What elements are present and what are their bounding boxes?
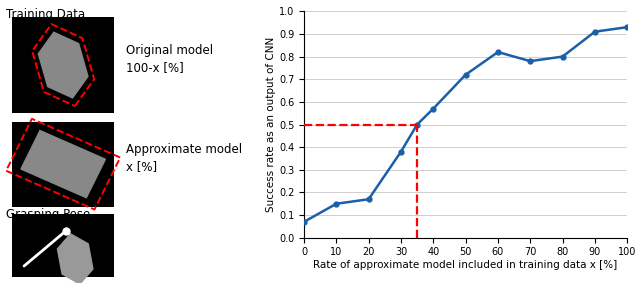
Bar (12, 122, 115, 207)
Y-axis label: Success rate as an output of CNN: Success rate as an output of CNN (266, 37, 276, 212)
X-axis label: Rate of approximate model included in training data x [%]: Rate of approximate model included in tr… (314, 260, 618, 270)
Text: Approximate model
x [%]: Approximate model x [%] (126, 143, 243, 173)
Bar (12, 214, 115, 277)
Polygon shape (21, 130, 106, 198)
Polygon shape (38, 32, 88, 98)
Polygon shape (58, 234, 93, 283)
Text: Grasping Pose: Grasping Pose (6, 208, 90, 221)
Bar (12, 17, 115, 113)
Text: Training Data: Training Data (6, 8, 85, 22)
Text: Original model
100-x [%]: Original model 100-x [%] (126, 44, 214, 74)
